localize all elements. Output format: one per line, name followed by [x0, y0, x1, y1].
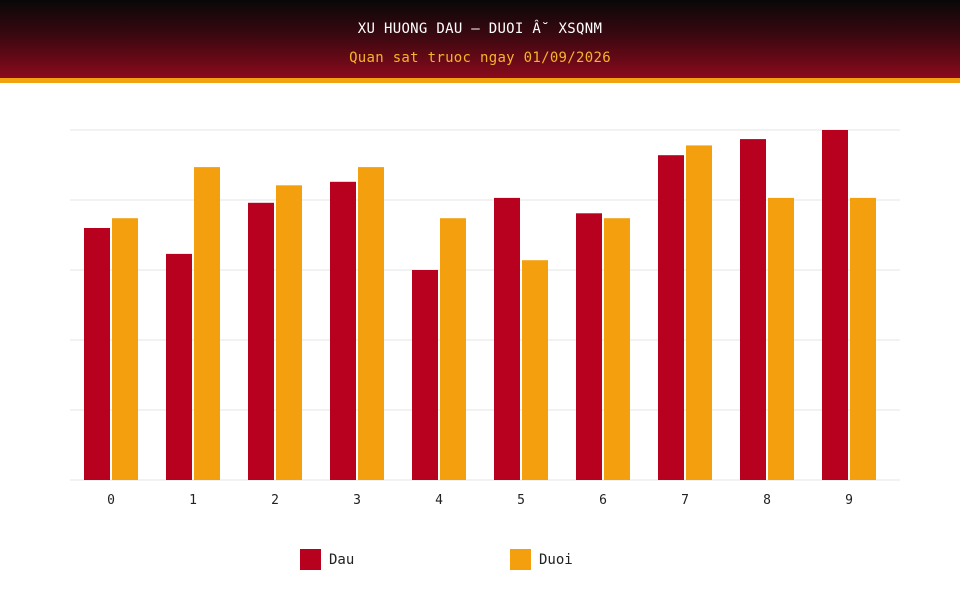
x-tick-label: 1: [189, 493, 197, 508]
bar-chart: 0 1 2 3 4 5 6 7 8 9: [70, 129, 900, 508]
x-tick-label: 3: [353, 493, 361, 508]
bar-dau-4[interactable]: [412, 270, 438, 480]
bar-dau-2[interactable]: [248, 202, 274, 481]
x-tick-label: 4: [435, 493, 443, 508]
bars: [84, 130, 876, 481]
legend-label-duoi: Duoi: [539, 551, 573, 568]
x-tick-label: 7: [681, 493, 689, 508]
legend-swatch-duoi: [510, 549, 531, 570]
x-tick-label: 2: [271, 493, 279, 508]
legend-swatch-dau: [300, 549, 321, 570]
x-axis-tick-labels: 0 1 2 3 4 5 6 7 8 9: [107, 493, 853, 508]
bar-duoi-7[interactable]: [686, 145, 712, 480]
bar-duoi-9[interactable]: [850, 197, 876, 480]
bar-duoi-6[interactable]: [604, 218, 630, 480]
x-tick-label: 0: [107, 493, 115, 508]
x-tick-label: 9: [845, 493, 853, 508]
bar-duoi-4[interactable]: [440, 218, 466, 480]
legend: Dau Duoi: [0, 549, 960, 573]
legend-item-dau[interactable]: Dau: [300, 549, 354, 570]
legend-label-dau: Dau: [329, 551, 355, 568]
chart-title: XU HUONG DAU – DUOI Â˘ XSQNM: [357, 21, 603, 37]
legend-item-duoi[interactable]: Duoi: [510, 549, 573, 570]
chart-subtitle: Quan sat truoc ngay 01/09/2026: [349, 50, 611, 66]
x-tick-label: 6: [599, 493, 607, 508]
bar-dau-6[interactable]: [576, 213, 602, 481]
bar-duoi-1[interactable]: [194, 167, 220, 480]
bar-dau-0[interactable]: [84, 228, 110, 480]
x-tick-label: 8: [763, 493, 771, 508]
bar-dau-7[interactable]: [658, 155, 684, 480]
bar-dau-8[interactable]: [740, 139, 766, 480]
x-tick-label: 5: [517, 493, 525, 508]
bar-duoi-3[interactable]: [358, 167, 384, 480]
bar-dau-3[interactable]: [330, 181, 356, 481]
header-accent-line: [0, 78, 960, 83]
bar-dau-9[interactable]: [822, 130, 848, 480]
chart-header: XU HUONG DAU – DUOI Â˘ XSQNM Quan sat tr…: [0, 0, 960, 78]
bar-duoi-8[interactable]: [768, 197, 794, 480]
bar-duoi-5[interactable]: [522, 260, 548, 480]
bar-dau-5[interactable]: [494, 197, 520, 480]
bar-duoi-0[interactable]: [112, 218, 138, 480]
bar-duoi-2[interactable]: [276, 185, 302, 481]
bar-dau-1[interactable]: [166, 253, 192, 480]
